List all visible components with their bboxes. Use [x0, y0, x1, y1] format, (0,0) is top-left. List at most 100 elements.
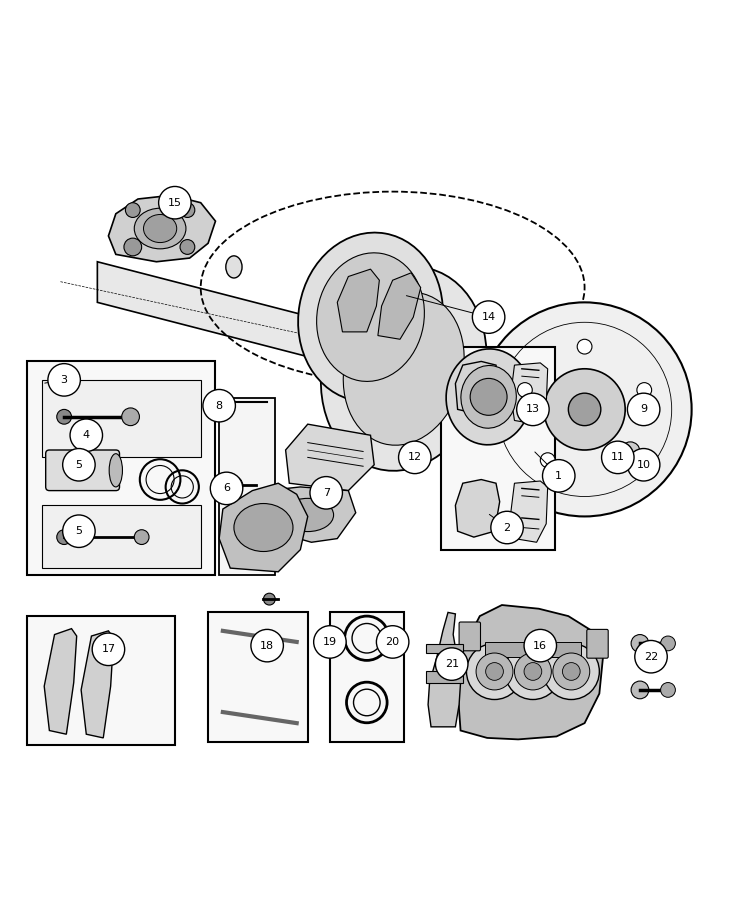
Text: 8: 8 — [216, 400, 223, 410]
Text: 3: 3 — [61, 375, 67, 385]
Text: 7: 7 — [322, 488, 330, 498]
Circle shape — [577, 339, 592, 354]
Circle shape — [543, 644, 599, 699]
Circle shape — [210, 472, 243, 505]
Circle shape — [70, 419, 102, 452]
Circle shape — [516, 393, 549, 426]
Circle shape — [661, 636, 675, 651]
Circle shape — [180, 202, 195, 218]
FancyBboxPatch shape — [330, 612, 404, 742]
Text: 15: 15 — [168, 198, 182, 208]
FancyBboxPatch shape — [485, 642, 581, 657]
Circle shape — [203, 390, 236, 422]
Polygon shape — [511, 363, 548, 424]
FancyBboxPatch shape — [46, 450, 119, 491]
Text: 11: 11 — [611, 453, 625, 463]
Circle shape — [467, 644, 522, 699]
Circle shape — [470, 378, 507, 415]
Circle shape — [485, 662, 503, 680]
Ellipse shape — [461, 365, 516, 428]
Circle shape — [514, 653, 551, 690]
Circle shape — [92, 633, 124, 666]
Circle shape — [310, 477, 342, 509]
Polygon shape — [108, 195, 216, 262]
Circle shape — [628, 448, 660, 481]
Circle shape — [637, 382, 651, 398]
Circle shape — [631, 681, 649, 698]
Circle shape — [562, 662, 580, 680]
Polygon shape — [337, 269, 379, 332]
Polygon shape — [378, 273, 421, 339]
FancyBboxPatch shape — [219, 399, 274, 575]
FancyBboxPatch shape — [27, 362, 216, 575]
Text: 12: 12 — [408, 453, 422, 463]
Text: 5: 5 — [76, 460, 82, 470]
Circle shape — [63, 448, 95, 481]
Text: 5: 5 — [76, 526, 82, 536]
Circle shape — [264, 593, 275, 605]
Circle shape — [491, 511, 523, 544]
Circle shape — [628, 393, 660, 426]
Circle shape — [614, 453, 629, 467]
Circle shape — [159, 186, 191, 219]
Circle shape — [602, 441, 634, 473]
Circle shape — [399, 441, 431, 473]
Ellipse shape — [282, 499, 333, 532]
Circle shape — [524, 662, 542, 680]
Circle shape — [472, 301, 505, 333]
Text: 9: 9 — [640, 404, 647, 414]
Text: 16: 16 — [534, 641, 548, 651]
Circle shape — [57, 410, 72, 424]
Circle shape — [48, 364, 80, 396]
Text: 14: 14 — [482, 312, 496, 322]
Ellipse shape — [298, 232, 443, 401]
Text: 17: 17 — [102, 644, 116, 654]
Text: 18: 18 — [260, 641, 274, 651]
Text: 1: 1 — [555, 471, 562, 481]
FancyBboxPatch shape — [426, 644, 463, 653]
Ellipse shape — [134, 208, 186, 248]
Text: 20: 20 — [385, 637, 399, 647]
Circle shape — [57, 530, 72, 544]
Circle shape — [225, 477, 243, 494]
Ellipse shape — [343, 292, 464, 446]
Circle shape — [125, 202, 140, 218]
Circle shape — [134, 530, 149, 544]
Text: 6: 6 — [223, 483, 230, 493]
Circle shape — [436, 648, 468, 680]
FancyBboxPatch shape — [441, 346, 555, 550]
Circle shape — [540, 453, 555, 467]
Circle shape — [251, 629, 283, 661]
Circle shape — [517, 382, 532, 398]
Text: 19: 19 — [323, 637, 337, 647]
FancyBboxPatch shape — [459, 622, 480, 651]
FancyBboxPatch shape — [587, 629, 608, 658]
Circle shape — [477, 302, 691, 517]
Circle shape — [621, 442, 640, 461]
Text: 22: 22 — [644, 652, 658, 662]
Circle shape — [568, 393, 601, 426]
Polygon shape — [97, 262, 555, 420]
Polygon shape — [428, 612, 461, 727]
Circle shape — [631, 634, 649, 652]
Circle shape — [124, 238, 142, 256]
Polygon shape — [458, 605, 603, 740]
Polygon shape — [44, 628, 76, 734]
Circle shape — [376, 626, 409, 658]
Circle shape — [63, 515, 95, 547]
FancyBboxPatch shape — [27, 616, 175, 745]
Circle shape — [180, 239, 195, 255]
FancyBboxPatch shape — [42, 380, 201, 457]
Ellipse shape — [109, 454, 122, 487]
Ellipse shape — [234, 503, 293, 552]
Circle shape — [524, 629, 556, 661]
Circle shape — [627, 450, 649, 472]
Circle shape — [661, 682, 675, 698]
Polygon shape — [456, 362, 499, 413]
Circle shape — [122, 408, 139, 426]
FancyBboxPatch shape — [426, 671, 463, 682]
Ellipse shape — [144, 214, 176, 243]
Text: 10: 10 — [637, 460, 651, 470]
Ellipse shape — [321, 266, 487, 471]
Text: 13: 13 — [526, 404, 540, 414]
